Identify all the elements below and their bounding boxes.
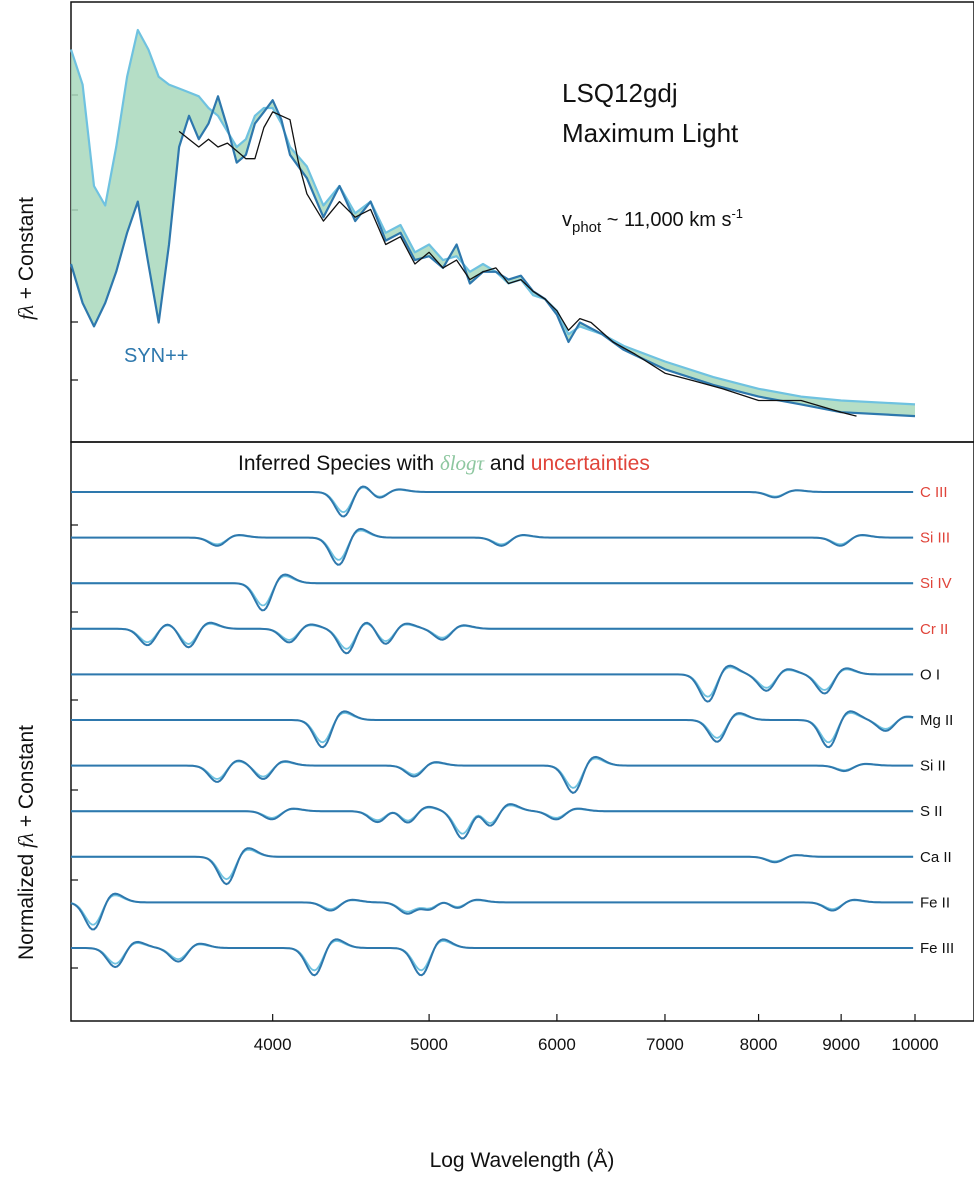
epoch-label: Maximum Light	[562, 118, 739, 148]
x-tick-label: 7000	[646, 1035, 684, 1054]
x-tick-label: 4000	[254, 1035, 292, 1054]
species-line-light	[70, 894, 914, 926]
species-line-light	[71, 529, 914, 561]
species-line-light	[71, 757, 914, 789]
species-label: Si II	[920, 758, 946, 775]
species-label: Si III	[920, 530, 950, 547]
x-tick-label: 10000	[891, 1035, 938, 1054]
species-si-ii: Si II	[71, 755, 946, 795]
species-label: C III	[920, 484, 948, 501]
bottom-panel-frame	[70, 441, 974, 1022]
species-line-dark	[71, 664, 914, 703]
velocity-sub: phot	[572, 219, 602, 236]
uncertainty-band	[71, 30, 915, 417]
species-line-dark	[71, 573, 914, 612]
top-y-axis-label: fλ + Constant	[14, 197, 38, 320]
top-y-axis-math: fλ	[14, 305, 38, 320]
species-line-dark	[71, 485, 914, 518]
species-line-dark	[71, 621, 914, 655]
species-line-light	[71, 666, 914, 698]
title-mid: and	[484, 452, 531, 475]
object-name: LSQ12gdj	[562, 78, 678, 108]
x-tick-label: 9000	[822, 1035, 860, 1054]
species-cr-ii: Cr II	[71, 621, 948, 655]
bottom-panel-title: Inferred Species with δlogτ and uncertai…	[238, 451, 650, 475]
model-upper-bound-line	[69, 28, 916, 406]
species-label: Cr II	[920, 621, 948, 638]
x-tick-label: 6000	[538, 1035, 576, 1054]
species-mg-ii: Mg II	[71, 710, 953, 749]
bottom-y-axis-label: Normalized fλ + Constant	[14, 725, 38, 960]
species-label: Mg II	[920, 712, 953, 729]
top-y-axis-rest: + Constant	[15, 197, 38, 305]
x-tick-label: 8000	[740, 1035, 778, 1054]
species-line-dark	[71, 847, 914, 886]
species-group: C III Si III Si IV Cr II O I Mg II Si II S II Ca…	[70, 484, 954, 977]
species-fe-iii: Fe III	[71, 938, 954, 977]
bottom-y-axis-math: fλ	[14, 833, 38, 848]
species-line-light	[71, 575, 914, 607]
x-axis-title: Log Wavelength (Å)	[430, 1149, 615, 1172]
species-o-i: O I	[71, 664, 940, 703]
species-c-iii: C III	[71, 484, 948, 518]
velocity-sup: -1	[731, 206, 743, 221]
top-uncertainty-band	[71, 30, 915, 417]
species-label: S II	[920, 803, 943, 820]
species-line-light	[71, 848, 914, 881]
x-ticks: 4000 5000 6000 7000 8000 9000 10000	[254, 1014, 939, 1054]
top-panel-frame	[70, 1, 974, 443]
model-label: SYN++	[124, 345, 188, 367]
species-label: Si IV	[920, 575, 952, 592]
species-fe-ii: Fe II	[70, 892, 950, 931]
synpp-model-line	[69, 95, 916, 418]
species-line-light	[71, 711, 914, 744]
species-si-iii: Si III	[71, 527, 950, 566]
species-label: Ca II	[920, 849, 952, 866]
title-pre: Inferred Species with	[238, 452, 440, 475]
species-label: Fe III	[920, 940, 954, 957]
observed-spectrum	[178, 111, 857, 417]
species-ca-ii: Ca II	[71, 847, 952, 886]
species-line-dark	[71, 710, 914, 749]
top-series-group	[69, 28, 916, 418]
bottom-y-ticks	[71, 524, 78, 969]
species-line-dark	[70, 892, 914, 931]
species-label: O I	[920, 666, 940, 683]
species-line-dark	[71, 527, 914, 566]
x-tick-label: 5000	[410, 1035, 448, 1054]
title-red: uncertainties	[531, 452, 650, 475]
velocity-label: vphot ~ 11,000 km s-1	[562, 206, 743, 236]
velocity-value: ~ 11,000 km s	[601, 209, 731, 231]
species-line-light	[71, 804, 914, 835]
species-line-light	[71, 939, 914, 972]
species-line-dark	[71, 755, 914, 795]
velocity-v: v	[562, 209, 572, 231]
species-s-ii: S II	[71, 803, 943, 840]
bottom-y-axis-rest: + Constant	[15, 725, 38, 833]
title-green: δlogτ	[440, 451, 486, 475]
bottom-y-axis-pre: Normalized	[15, 848, 38, 960]
species-line-dark	[71, 938, 914, 977]
species-line-dark	[71, 803, 914, 840]
species-si-iv: Si IV	[71, 573, 952, 612]
species-label: Fe II	[920, 894, 950, 911]
